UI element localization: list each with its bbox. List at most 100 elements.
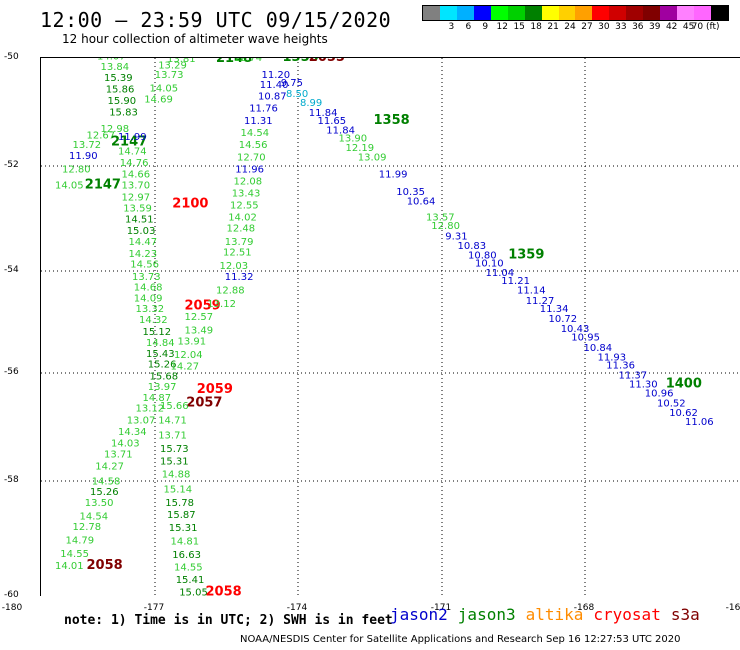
satellite-cryosat: cryosat xyxy=(593,605,661,624)
legend-label: 9 xyxy=(482,22,489,32)
x-tick-label: -174 xyxy=(286,603,308,613)
wave-height-label: 11.84 xyxy=(326,126,355,137)
wave-height-label: 12.88 xyxy=(216,285,245,296)
footer-credit: NOAA/NESDIS Center for Satellite Applica… xyxy=(240,634,681,645)
wave-height-label: 15.86 xyxy=(106,85,135,96)
legend-label: 36 xyxy=(632,22,644,32)
wave-height-label: 15.12 xyxy=(143,327,172,338)
wave-height-label: 13.59 xyxy=(123,204,152,215)
legend-label: 45 xyxy=(682,22,695,32)
legend-label: 33 xyxy=(615,22,627,32)
wave-height-label: 9.75 xyxy=(281,78,303,89)
wave-height-label: 13.71 xyxy=(104,449,133,460)
wave-height-label: 15.78 xyxy=(165,498,194,509)
pass-time-label: 1355 xyxy=(283,58,319,65)
wave-height-label: 13.50 xyxy=(85,498,114,509)
color-legend: 3 6 9 12 15 18 21 24 27 30 33 36 39 42 45 70 (ft) xyxy=(422,5,729,35)
wave-height-label: 10.96 xyxy=(645,389,674,400)
wave-height-label: 15.87 xyxy=(167,510,196,521)
wave-height-label: 14.03 xyxy=(111,439,140,450)
pass-time-label: 2147 xyxy=(111,134,147,149)
y-tick-label: -58 xyxy=(4,475,19,485)
wave-height-label: 13.90 xyxy=(339,134,368,145)
wave-height-label: 14.23 xyxy=(129,249,158,260)
legend-swatch xyxy=(524,6,542,20)
wave-height-label: 11.21 xyxy=(501,276,530,287)
wave-height-label: 14.71 xyxy=(158,416,187,427)
satellite-legend: jason2 jason3 altika cryosat s3a xyxy=(390,605,710,624)
wave-height-label: 15.14 xyxy=(164,484,193,495)
wave-height-label: 9.31 xyxy=(445,232,467,243)
wave-height-label: 11.32 xyxy=(225,272,254,283)
wave-height-label: 13.72 xyxy=(73,140,102,151)
wave-height-label: 14.32 xyxy=(139,315,168,326)
pass-time-label: 2058 xyxy=(87,558,123,573)
pass-time-label: 2148 xyxy=(216,58,252,66)
wave-height-label: 14.07 xyxy=(97,58,126,62)
legend-label: 12 xyxy=(496,22,508,32)
wave-height-label: 10.80 xyxy=(468,250,497,261)
wave-height-label: 13.81 xyxy=(167,58,196,65)
wave-height-label: 14.09 xyxy=(134,293,163,304)
legend-swatch xyxy=(423,6,440,20)
wave-height-label: 11.20 xyxy=(262,70,291,81)
wave-height-label: 15.43 xyxy=(146,349,175,360)
wave-height-label: 14.87 xyxy=(143,393,172,404)
wave-height-label: 12.80 xyxy=(431,221,460,232)
wave-height-label: 11.27 xyxy=(526,296,555,307)
wave-height-label: 15.31 xyxy=(169,523,198,534)
wave-height-label: 14.81 xyxy=(171,537,200,548)
wave-height-label: 14.76 xyxy=(120,158,149,169)
wave-height-label: 14.66 xyxy=(122,170,151,181)
legend-swatch xyxy=(473,6,491,20)
wave-height-label: 12.08 xyxy=(234,177,263,188)
wave-height-label: 11.34 xyxy=(540,304,569,315)
wave-height-label: 12.57 xyxy=(185,312,214,323)
wave-height-label: 13.79 xyxy=(225,237,254,248)
wave-height-label: 12.74 xyxy=(234,58,263,64)
pass-time-label: 2147 xyxy=(85,177,121,192)
legend-label: 42 xyxy=(665,22,678,32)
wave-height-label: 11.93 xyxy=(598,353,627,364)
wave-height-label: 15.05 xyxy=(179,588,208,596)
wave-height-label: 14.05 xyxy=(55,180,84,191)
legend-swatch xyxy=(710,6,728,20)
legend-swatch xyxy=(643,6,661,20)
legend-labels: 3 6 9 12 15 18 21 24 27 30 33 36 39 42 45 70 (ft) xyxy=(422,21,727,35)
legend-swatch xyxy=(456,6,474,20)
wave-height-label: 11.30 xyxy=(629,380,658,391)
pass-time-label: 2057 xyxy=(186,395,222,410)
legend-label: 21 xyxy=(547,22,559,32)
wave-height-label: 14.74 xyxy=(118,147,147,158)
wave-height-label: 10.35 xyxy=(396,187,425,198)
wave-height-label: 15.90 xyxy=(108,96,137,107)
pass-time-label: 1359 xyxy=(508,247,544,262)
wave-height-label: 13.84 xyxy=(101,62,130,73)
wave-height-label: 15.03 xyxy=(127,226,156,237)
wave-height-label: 14.54 xyxy=(80,511,109,522)
legend-label: 24 xyxy=(564,22,576,32)
wave-height-label: 13.49 xyxy=(185,326,214,337)
wave-height-label: 11.37 xyxy=(619,370,648,381)
wave-height-label: 11.36 xyxy=(606,361,635,372)
wave-height-label: 10.87 xyxy=(258,92,287,103)
satellite-altika: altika xyxy=(525,605,584,624)
wave-height-label: 15.31 xyxy=(160,456,189,467)
wave-height-label: 14.05 xyxy=(150,84,179,95)
wave-height-label: 12.48 xyxy=(227,224,256,235)
satellite-jason2: jason2 xyxy=(390,605,448,624)
wave-height-label: 11.84 xyxy=(309,108,338,119)
legend-label: 6 xyxy=(465,22,472,32)
page-subtitle: 12 hour collection of altimeter wave hei… xyxy=(62,32,328,46)
wave-height-label: 13.57 xyxy=(426,213,455,224)
wave-height-label: 10.62 xyxy=(669,408,698,419)
wave-height-label: 14.34 xyxy=(118,427,147,438)
wave-height-label: 13.91 xyxy=(178,336,207,347)
wave-height-label: 8.50 xyxy=(286,89,308,100)
wave-height-label: 11.06 xyxy=(685,417,714,428)
legend-swatch xyxy=(660,6,678,20)
wave-height-label: 14.68 xyxy=(134,283,163,294)
x-tick-label: -177 xyxy=(143,603,165,613)
legend-swatch xyxy=(490,6,508,20)
